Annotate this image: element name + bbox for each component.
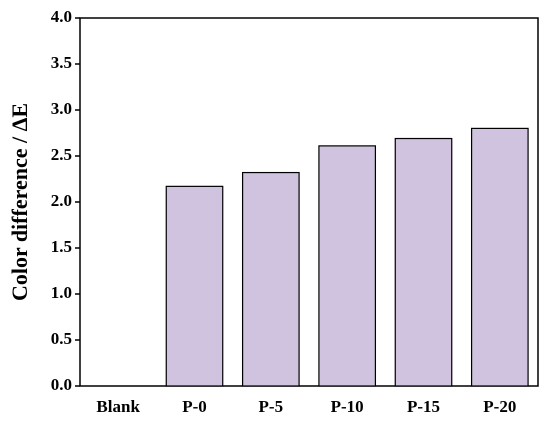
y-tick-label: 2.5 [51, 145, 72, 164]
y-tick-label: 4.0 [51, 7, 72, 26]
y-tick-label: 1.5 [51, 237, 72, 256]
plot-frame [79, 17, 539, 387]
x-tick-label: Blank [96, 397, 140, 416]
x-tick-label: P-0 [182, 397, 207, 416]
y-tick-label: 3.0 [51, 99, 72, 118]
bar [318, 145, 377, 387]
y-tick-label: 1.0 [51, 283, 72, 302]
bar [241, 171, 300, 387]
y-tick-label: 0.5 [51, 329, 72, 348]
y-axis-label: Color difference / ΔE [7, 103, 32, 301]
y-tick-label: 0.0 [51, 375, 72, 394]
bar [394, 137, 453, 387]
x-tick-label: P-5 [259, 397, 284, 416]
x-tick-label: P-15 [407, 397, 440, 416]
bar [165, 185, 224, 387]
x-tick-label: P-20 [483, 397, 516, 416]
bar [470, 127, 529, 387]
y-tick-label: 2.0 [51, 191, 72, 210]
x-tick-label: P-10 [331, 397, 364, 416]
y-tick-label: 3.5 [51, 53, 72, 72]
